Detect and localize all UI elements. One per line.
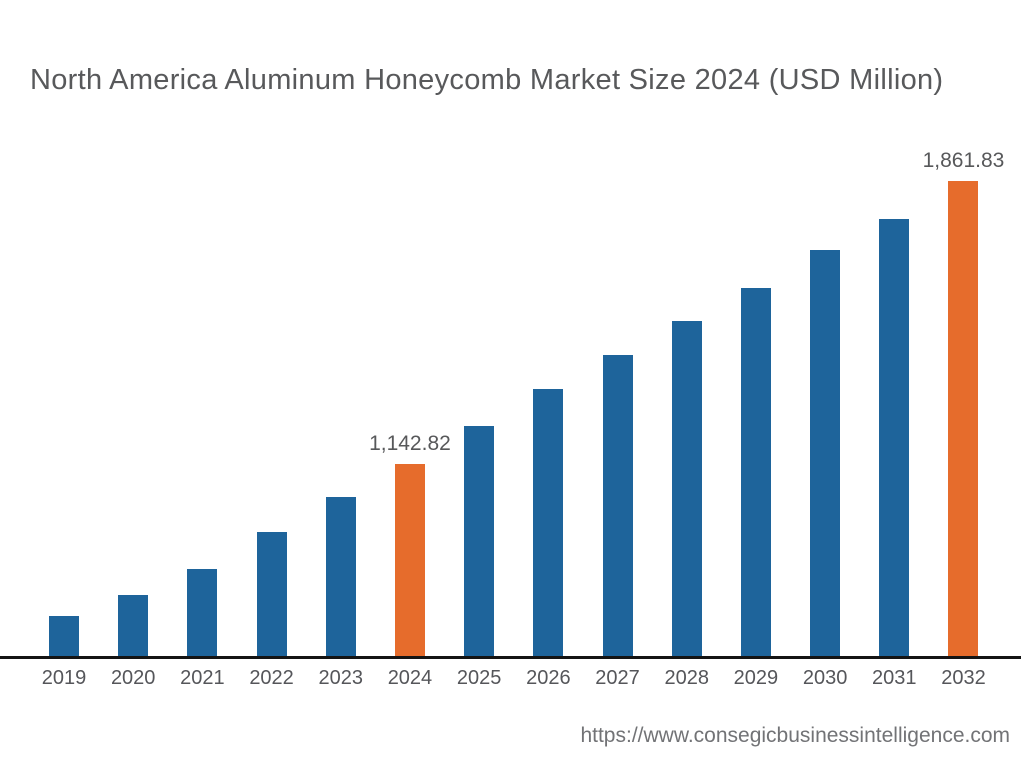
chart-title: North America Aluminum Honeycomb Market … <box>30 64 944 96</box>
bar-2019 <box>49 616 79 656</box>
x-tick-2027: 2027 <box>595 667 640 689</box>
bar-2025 <box>464 426 495 656</box>
source-url: https://www.consegicbusinessintelligence… <box>580 724 1010 747</box>
bar-2021 <box>187 569 218 656</box>
bar-2028 <box>671 321 702 656</box>
x-tick-2024: 2024 <box>387 667 433 689</box>
bar-2030 <box>810 250 841 656</box>
bar-2027 <box>602 355 633 656</box>
bar-2020 <box>118 595 149 656</box>
x-tick-2019: 2019 <box>41 667 87 689</box>
bar-2029 <box>740 288 771 656</box>
bar-2022 <box>256 532 287 656</box>
x-tick-2028: 2028 <box>664 667 709 689</box>
bar-2032 <box>948 181 979 656</box>
x-tick-2020: 2020 <box>110 667 156 689</box>
x-tick-2031: 2031 <box>872 667 917 689</box>
x-tick-2030: 2030 <box>802 667 848 689</box>
x-tick-2023: 2023 <box>318 667 364 689</box>
x-tick-2025: 2025 <box>456 667 502 689</box>
x-tick-2021: 2021 <box>180 667 225 689</box>
value-label-2032: 1,861.83 <box>922 149 1005 172</box>
x-tick-2029: 2029 <box>733 667 779 689</box>
value-label-2024: 1,142.82 <box>369 432 451 455</box>
bar-2024 <box>394 464 425 656</box>
bar-2023 <box>325 497 356 656</box>
bar-2031 <box>879 219 910 656</box>
x-tick-2026: 2026 <box>526 667 571 689</box>
bar-2026 <box>533 389 564 656</box>
x-tick-2022: 2022 <box>249 667 294 689</box>
x-tick-2032: 2032 <box>941 667 986 689</box>
x-axis-line <box>0 656 1021 659</box>
